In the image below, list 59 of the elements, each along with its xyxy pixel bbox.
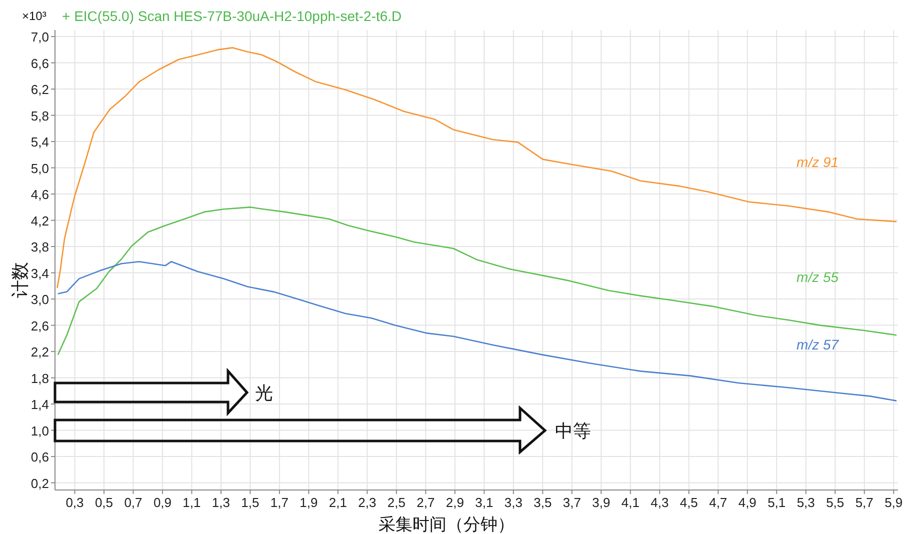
x-tick-label: 4,1 (621, 495, 640, 510)
x-tick-label: 2,5 (387, 495, 406, 510)
x-tick-label: 5,3 (796, 495, 815, 510)
y-axis-title: 计数 (10, 262, 30, 298)
x-tick-label: 4,5 (680, 495, 698, 510)
y-tick-label: 7,0 (30, 30, 49, 45)
x-tick-label: 3,5 (534, 495, 552, 510)
annotation: 光 (255, 383, 273, 403)
y-tick-label: 1,8 (30, 370, 49, 386)
x-tick-label: 1,5 (241, 495, 260, 510)
y-tick-label: 5,8 (30, 108, 49, 124)
y-tick-label: 1,4 (30, 397, 49, 412)
y-tick-label: 4,6 (30, 187, 49, 202)
x-tick-label: 3,1 (475, 495, 494, 510)
x-axis-title: 采集时间（分钟） (378, 515, 514, 534)
line-series (56, 47, 898, 289)
x-tick-label: 2,9 (446, 495, 464, 510)
text: ×10³ (22, 9, 46, 23)
y-tick-label: 3,8 (30, 240, 49, 255)
y-tick-label: 1,0 (30, 423, 49, 438)
x-tick-label: 5,7 (855, 495, 874, 510)
x-tick-label: 0,3 (66, 495, 84, 510)
text: m/z 57 (796, 336, 840, 352)
x-tick-label: 2,7 (416, 495, 435, 510)
x-tick-label: 4,7 (709, 495, 728, 510)
chart-title: + EIC(55.0) Scan HES-77B-30uA-H2-10pph-set-2-t6.D (62, 8, 402, 24)
x-tick-label: 2,3 (358, 495, 376, 510)
x-tick-label: 5,9 (884, 495, 903, 510)
x-tick-label: 1,7 (270, 495, 288, 510)
line-series (57, 260, 898, 402)
x-tick-label: 0,9 (153, 495, 172, 510)
y-tick-label: 2,2 (30, 344, 49, 360)
x-tick-label: 1,9 (300, 495, 318, 510)
y-tick-label: 6,2 (30, 82, 49, 98)
x-tick-label: 4,9 (738, 495, 756, 510)
y-tick-label: 0,2 (30, 476, 49, 491)
y-tick-label: 6,6 (30, 56, 49, 71)
x-tick-label: 5,5 (826, 495, 844, 510)
y-tick-label: 0,6 (30, 450, 49, 465)
line-series (57, 206, 898, 356)
x-tick-label: 0,5 (94, 495, 114, 510)
y-tick-label: 3,4 (30, 266, 49, 281)
y-tick-label: 2,6 (30, 318, 49, 334)
x-tick-label: 0,7 (124, 495, 142, 510)
y-tick-label: 5,0 (30, 160, 49, 176)
x-tick-label: 3,7 (562, 495, 581, 510)
x-tick-label: 5,1 (768, 495, 786, 510)
y-tick-label: 5,4 (30, 134, 49, 150)
x-tick-label: 4,3 (650, 495, 669, 510)
x-tick-label: 2,1 (328, 495, 347, 510)
y-tick-label: 3,0 (30, 292, 49, 308)
text: m/z 55 (796, 268, 839, 285)
x-tick-label: 1,3 (212, 495, 230, 510)
x-tick-label: 3,3 (504, 495, 522, 510)
x-tick-label: 1,1 (182, 495, 201, 510)
y-tick-label: 4,2 (30, 213, 49, 228)
text: m/z 91 (796, 154, 839, 170)
annotation: 中等 (555, 421, 591, 441)
x-tick-label: 3,9 (592, 495, 610, 510)
